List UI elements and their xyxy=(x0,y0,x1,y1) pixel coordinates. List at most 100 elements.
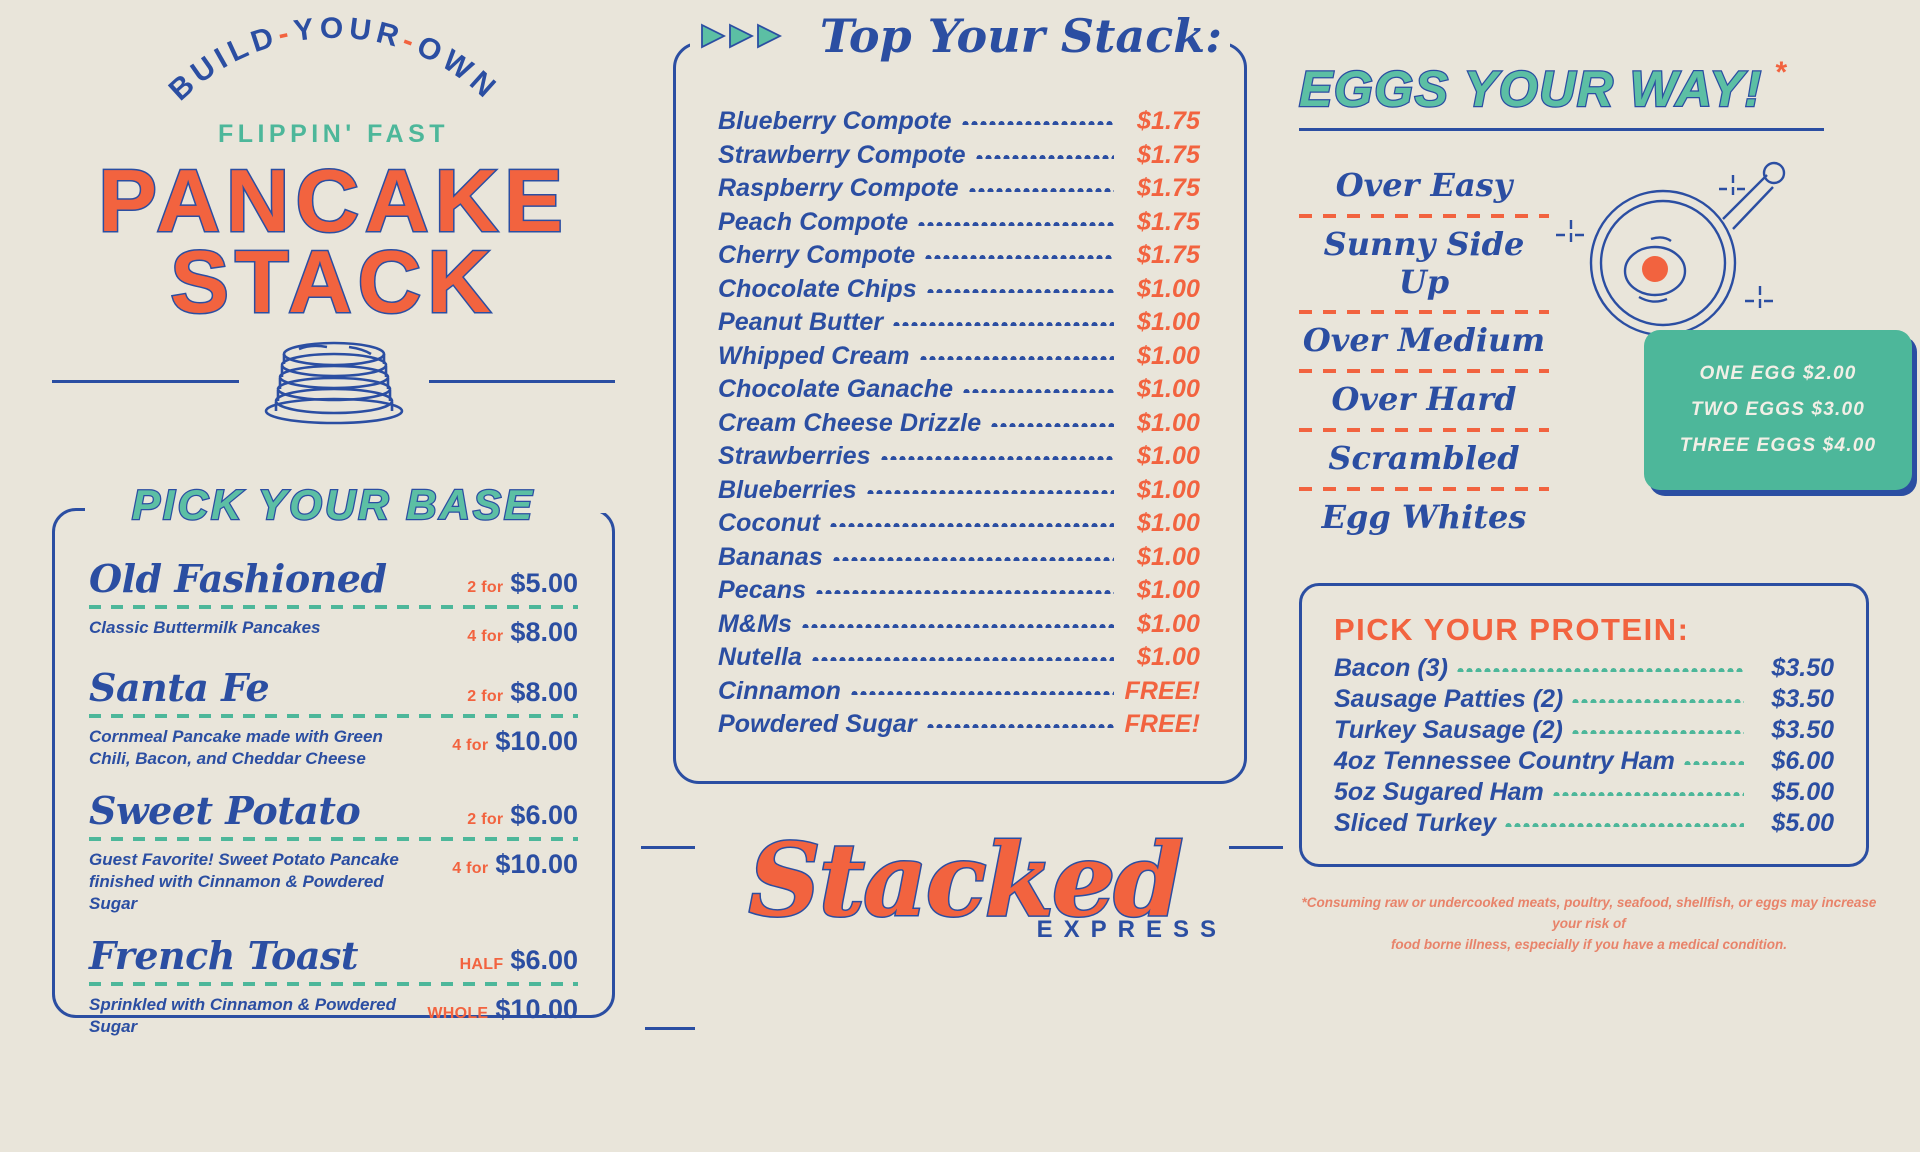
topping-row[interactable]: Strawberry Compote $1.75 xyxy=(718,141,1200,170)
topping-name: Peach Compote xyxy=(718,207,909,236)
topping-price: $1.75 xyxy=(1136,107,1200,135)
topping-price: $1.00 xyxy=(1136,576,1200,604)
pick-your-base-panel: PICK YOUR BASE Old Fashioned 2 for $5.00… xyxy=(52,480,615,1036)
topping-row[interactable]: Blueberry Compote $1.75 xyxy=(718,107,1200,136)
topping-row[interactable]: Powdered Sugar FREE! xyxy=(718,710,1200,739)
protein-name: Sausage Patties (2) xyxy=(1334,685,1564,714)
topping-name: Peanut Butter xyxy=(718,308,884,336)
topping-price: $1.00 xyxy=(1136,308,1200,336)
topping-price: FREE! xyxy=(1124,710,1200,738)
base-price-amount: $8.00 xyxy=(510,616,578,647)
topping-row[interactable]: Cream Cheese Drizzle $1.00 xyxy=(718,409,1200,438)
leader-dots xyxy=(967,186,1114,192)
topping-row[interactable]: Whipped Cream $1.00 xyxy=(718,342,1200,371)
topping-row[interactable]: Raspberry Compote $1.75 xyxy=(718,174,1200,203)
topping-name: M&Ms xyxy=(718,609,793,638)
base-price-bottom: 4 for $10.00 xyxy=(452,849,578,880)
topping-name: Chocolate Chips xyxy=(718,274,917,303)
pick-your-base-heading: PICK YOUR BASE xyxy=(131,480,535,530)
eggs-heading-text: EGGS YOUR WAY! xyxy=(1298,60,1763,119)
topping-name: Blueberry Compote xyxy=(718,107,952,135)
egg-style-item[interactable]: Over Easy xyxy=(1335,166,1513,204)
arc-headline: BUILD-YOUR-OWN xyxy=(52,12,615,148)
topping-name: Chocolate Ganache xyxy=(718,375,954,403)
base-item[interactable]: Sweet Potato 2 for $6.00 Guest Favorite!… xyxy=(89,790,578,916)
protein-price: $3.50 xyxy=(1771,716,1834,745)
topping-name: Blueberries xyxy=(718,475,857,504)
protein-row[interactable]: 4oz Tennessee Country Ham $6.00 xyxy=(1334,747,1834,776)
egg-style-item[interactable]: Sunny Side Up xyxy=(1323,224,1525,301)
topping-price: $1.00 xyxy=(1136,509,1200,537)
topping-price: $1.00 xyxy=(1136,408,1200,437)
leader-dots xyxy=(1455,666,1744,673)
top-your-stack-panel: Top Your Stack: Blueberry Compote $1.75 S… xyxy=(673,9,1247,784)
topping-name: Raspberry Compote xyxy=(718,174,959,202)
topping-price: $1.75 xyxy=(1136,174,1200,202)
egg-price-line: TWO EGGS $3.00 xyxy=(1690,399,1866,421)
topping-row[interactable]: Peanut Butter $1.00 xyxy=(718,308,1200,337)
leader-dots xyxy=(974,152,1114,159)
topping-row[interactable]: Coconut $1.00 xyxy=(718,509,1200,538)
base-item-description: Guest Favorite! Sweet Potato Pancake fin… xyxy=(89,849,399,914)
brand-header: BUILD-YOUR-OWN FLIPPIN' FAST PANCAKE STA… xyxy=(52,12,615,460)
topping-row[interactable]: Chocolate Chips $1.00 xyxy=(718,275,1200,304)
egg-style-item[interactable]: Over Medium xyxy=(1302,321,1546,360)
protein-row[interactable]: Sausage Patties (2) $3.50 xyxy=(1334,685,1834,714)
topping-name: Bananas xyxy=(718,542,823,571)
topping-row[interactable]: Strawberries $1.00 xyxy=(718,442,1200,471)
base-price-bottom: 4 for $8.00 xyxy=(467,617,578,648)
egg-style-item[interactable]: Scrambled xyxy=(1328,438,1520,477)
topping-row[interactable]: Nutella $1.00 xyxy=(718,643,1200,672)
leader-dots xyxy=(925,722,1114,728)
base-price-top: 2 for $8.00 xyxy=(467,677,578,708)
logo-rule-left xyxy=(641,846,695,849)
topping-row[interactable]: Blueberries $1.00 xyxy=(718,476,1200,505)
title-line-2: STACK xyxy=(169,231,497,331)
topping-name: Nutella xyxy=(718,643,803,671)
base-item[interactable]: French Toast HALF $6.00 Sprinkled with C… xyxy=(89,935,578,1039)
base-price-top: 2 for $5.00 xyxy=(467,568,578,599)
topping-name: Whipped Cream xyxy=(718,341,910,370)
egg-price-line: ONE EGG $2.00 xyxy=(1699,363,1857,384)
page-title: PANCAKE STACK xyxy=(52,155,615,331)
egg-style-item[interactable]: Over Hard xyxy=(1331,380,1517,418)
base-price-qty: 2 for xyxy=(467,578,504,596)
protein-name: Bacon (3) xyxy=(1334,654,1448,683)
topping-row[interactable]: Bananas $1.00 xyxy=(718,543,1200,572)
topping-row[interactable]: Cherry Compote $1.75 xyxy=(718,241,1200,270)
base-price-amount: $6.00 xyxy=(510,944,578,975)
protein-row[interactable]: Bacon (3) $3.50 xyxy=(1334,654,1834,683)
topping-row[interactable]: Pecans $1.00 xyxy=(718,576,1200,605)
eggs-section-body: Over Easy Sunny Side Up Over Medium Over… xyxy=(1299,161,1880,541)
base-price-amount: $10.00 xyxy=(495,993,578,1024)
right-column: EGGS YOUR WAY! * Over Easy Sunny Side Up… xyxy=(1275,0,1920,1152)
protein-price: $3.50 xyxy=(1771,654,1834,683)
topping-row[interactable]: Cinnamon FREE! xyxy=(718,677,1200,706)
leader-dots xyxy=(850,688,1114,695)
base-item[interactable]: Santa Fe 2 for $8.00 Cornmeal Pancake ma… xyxy=(89,667,578,771)
base-price-top: 2 for $6.00 xyxy=(467,800,578,831)
egg-dashed-divider xyxy=(1299,427,1549,432)
protein-price: $3.50 xyxy=(1771,685,1834,714)
base-price-qty: 4 for xyxy=(452,859,489,877)
pick-your-protein-panel: PICK YOUR PROTEIN: Bacon (3) $3.50 Sausag… xyxy=(1299,583,1869,868)
eggs-your-way-heading: EGGS YOUR WAY! * xyxy=(1298,56,1787,119)
egg-style-item[interactable]: Egg Whites xyxy=(1321,497,1527,536)
pancake-stack-icon xyxy=(264,341,403,425)
topping-price: FREE! xyxy=(1124,676,1200,705)
topping-price: $1.75 xyxy=(1136,207,1200,236)
protein-row[interactable]: Sliced Turkey $5.00 xyxy=(1334,809,1834,838)
leader-dots xyxy=(801,621,1114,628)
topping-row[interactable]: Peach Compote $1.75 xyxy=(718,208,1200,237)
base-price-qty: HALF xyxy=(459,955,504,973)
leader-dots xyxy=(925,286,1114,293)
topping-row[interactable]: M&Ms $1.00 xyxy=(718,610,1200,639)
base-price-qty: 2 for xyxy=(467,687,504,705)
topping-name: Cream Cheese Drizzle xyxy=(718,408,982,437)
protein-row[interactable]: 5oz Sugared Ham $5.00 xyxy=(1334,778,1834,807)
protein-row[interactable]: Turkey Sausage (2) $3.50 xyxy=(1334,716,1834,745)
topping-row[interactable]: Chocolate Ganache $1.00 xyxy=(718,375,1200,404)
topping-price: $1.00 xyxy=(1136,542,1200,571)
base-item[interactable]: Old Fashioned 2 for $5.00 Classic Butter… xyxy=(89,559,578,648)
base-price-qty: 4 for xyxy=(467,627,504,645)
